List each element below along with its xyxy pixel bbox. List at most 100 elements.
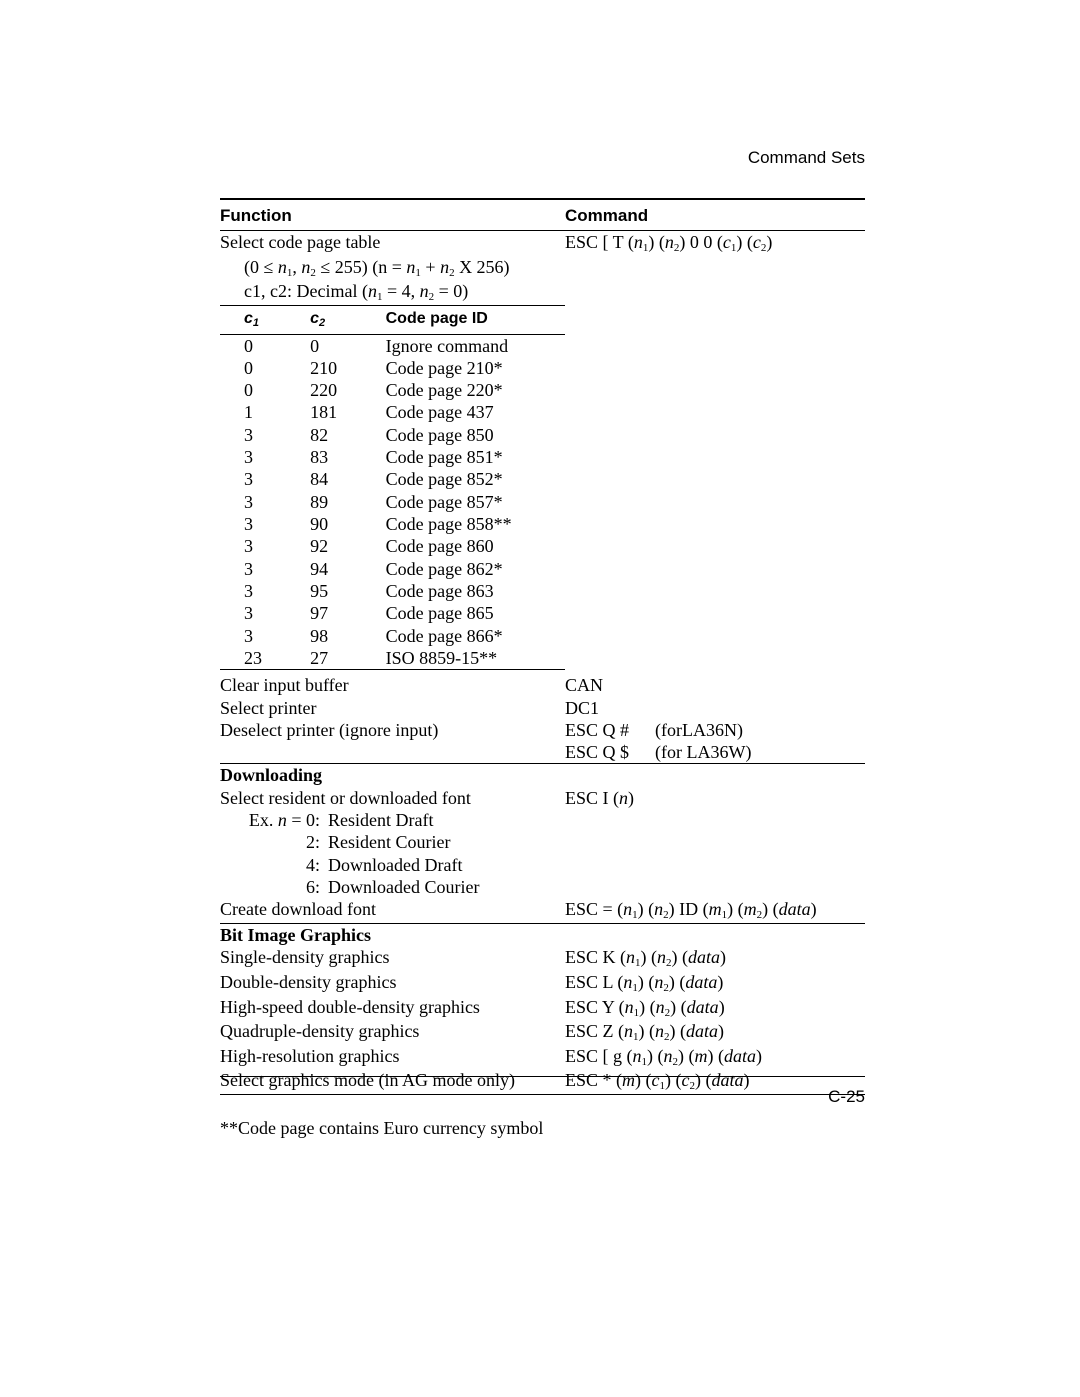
scp-title: Select code page table xyxy=(220,232,380,252)
page: Command Sets Function Command Select cod… xyxy=(0,0,1080,1397)
cp-c1: 3 xyxy=(220,535,310,557)
func-bi4: Quadruple-density graphics xyxy=(220,1020,565,1045)
sf-post: ) xyxy=(628,788,634,808)
ex0-n: n xyxy=(278,810,287,830)
cdf-m3: ) ( xyxy=(727,899,744,919)
cp-c2: 82 xyxy=(310,424,386,446)
ex4-cmd-empty xyxy=(565,854,865,876)
bi6-d: data xyxy=(712,1070,744,1090)
desel-c2b: (for LA36W) xyxy=(655,742,751,762)
row-bitimage-heading: Bit Image Graphics xyxy=(220,924,865,946)
cmd-bi4: ESC Z (n1) (n2) (data) xyxy=(565,1020,865,1045)
cp-id: ISO 8859-15** xyxy=(386,647,565,669)
empty-cmd-bi xyxy=(565,924,865,946)
bi4-d: data xyxy=(686,1021,718,1041)
cp-c2: 83 xyxy=(310,446,386,468)
sf-pre: ESC I ( xyxy=(565,788,619,808)
inner-header-row: c1 c2 Code page ID xyxy=(220,306,565,334)
bi6-c2: c xyxy=(682,1070,690,1090)
scp-l2c: = 0) xyxy=(434,281,468,301)
func-bi2: Double-density graphics xyxy=(220,971,565,996)
cp-id: Code page 860 xyxy=(386,535,565,557)
cp-c2: 84 xyxy=(310,468,386,490)
table-body: Select code page table ESC [ T (n1) (n2)… xyxy=(220,231,865,1139)
heading-downloading: Downloading xyxy=(220,764,565,786)
cp-id: Code page 210* xyxy=(386,357,565,379)
ex6-cmd-empty xyxy=(565,876,865,898)
bi3-m1: ) ( xyxy=(639,997,656,1017)
cmd-deselect-printer-1: ESC Q #(forLA36N) xyxy=(565,719,865,741)
bi2-post: ) xyxy=(717,972,723,992)
bi2-d: data xyxy=(685,972,717,992)
cp-id: Code page 437 xyxy=(386,401,565,423)
cmd-bi3: ESC Y (n1) (n2) (data) xyxy=(565,996,865,1021)
cp-c2: 181 xyxy=(310,401,386,423)
bi4-post: ) xyxy=(718,1021,724,1041)
bi1-d: data xyxy=(688,947,720,967)
code-page-row: 383Code page 851* xyxy=(220,446,565,468)
scp-l2a: c1, c2: Decimal ( xyxy=(244,281,368,301)
scp-l2n2: n xyxy=(420,281,429,301)
bi6-c1: c xyxy=(652,1070,660,1090)
cmd-bi6: ESC * (m) (c1) (c2) (data) xyxy=(565,1069,865,1094)
bi5-m2: ) ( xyxy=(678,1046,695,1066)
inner-hdr-id: Code page ID xyxy=(386,309,565,331)
bi4-m1: ) ( xyxy=(639,1021,656,1041)
row-downloading-heading: Downloading xyxy=(220,764,865,786)
cmd-bi1: ESC K (n1) (n2) (data) xyxy=(565,946,865,971)
ex2-cmd-empty xyxy=(565,831,865,853)
ex0-val: Resident Draft xyxy=(328,809,433,831)
table-header-row: Function Command xyxy=(220,200,865,230)
row-deselect-printer-1: Deselect printer (ignore input) ESC Q #(… xyxy=(220,719,865,741)
scp-cmd-c1: c xyxy=(723,232,731,252)
row-bi2: Double-density graphics ESC L (n1) (n2) … xyxy=(220,971,865,996)
rule-end xyxy=(220,1094,865,1095)
inner-hdr-c1: c1 xyxy=(220,309,310,331)
code-page-rows: 00Ignore command0210Code page 210*0220Co… xyxy=(220,335,565,670)
cdf-m: m xyxy=(709,899,722,919)
bi2-n1: n xyxy=(623,972,632,992)
code-page-row: 392Code page 860 xyxy=(220,535,565,557)
cdf-data: data xyxy=(779,899,811,919)
bi3-pre: ESC Y ( xyxy=(565,997,625,1017)
scp-cn1: n xyxy=(278,257,287,277)
bi3-post: ) xyxy=(719,997,725,1017)
cp-id: Code page 865 xyxy=(386,602,565,624)
row-scp-constraint2: c1, c2: Decimal (n1 = 4, n2 = 0) xyxy=(220,280,865,305)
ih-c1: c xyxy=(244,310,253,327)
scp-cd: + xyxy=(421,257,440,277)
cp-c1: 1 xyxy=(220,401,310,423)
cp-c1: 0 xyxy=(220,379,310,401)
bi1-pre: ESC K ( xyxy=(565,947,626,967)
ex0-b: = 0: xyxy=(287,810,320,830)
code-page-row: 390Code page 858** xyxy=(220,513,565,535)
cp-c2: 220 xyxy=(310,379,386,401)
cmd-bi2: ESC L (n1) (n2) (data) xyxy=(565,971,865,996)
code-page-table: c1 c2 Code page ID 00Ignore command0210C… xyxy=(220,305,565,670)
cp-c1: 3 xyxy=(220,491,310,513)
bi1-m2: ) ( xyxy=(672,947,689,967)
ex0-cmd-empty xyxy=(565,809,865,831)
cp-c2: 0 xyxy=(310,335,386,357)
bi4-n1: n xyxy=(624,1021,633,1041)
cmd-bi5: ESC [ g (n1) (n2) (m) (data) xyxy=(565,1045,865,1070)
page-number: C-25 xyxy=(828,1087,865,1107)
bi5-m: m xyxy=(695,1046,708,1066)
empty-cmd-1 xyxy=(576,256,865,281)
bi2-m2: ) ( xyxy=(669,972,686,992)
cp-c1: 3 xyxy=(220,580,310,602)
func-select-font: Select resident or downloaded font xyxy=(220,787,565,809)
code-page-row: 398Code page 866* xyxy=(220,625,565,647)
row-ex0: Ex. n = 0: Resident Draft xyxy=(220,809,865,831)
cp-c2: 210 xyxy=(310,357,386,379)
cp-id: Code page 858** xyxy=(386,513,565,535)
bi5-n2: n xyxy=(664,1046,673,1066)
bi5-d: data xyxy=(724,1046,756,1066)
cp-c2: 27 xyxy=(310,647,386,669)
ex0-a: Ex. xyxy=(249,810,278,830)
row-bi1: Single-density graphics ESC K (n1) (n2) … xyxy=(220,946,865,971)
empty-cmd-2 xyxy=(576,280,865,305)
code-page-row: 2327ISO 8859-15** xyxy=(220,647,565,669)
scp-constraint2: c1, c2: Decimal (n1 = 4, n2 = 0) xyxy=(220,280,576,305)
code-page-row: 382Code page 850 xyxy=(220,424,565,446)
